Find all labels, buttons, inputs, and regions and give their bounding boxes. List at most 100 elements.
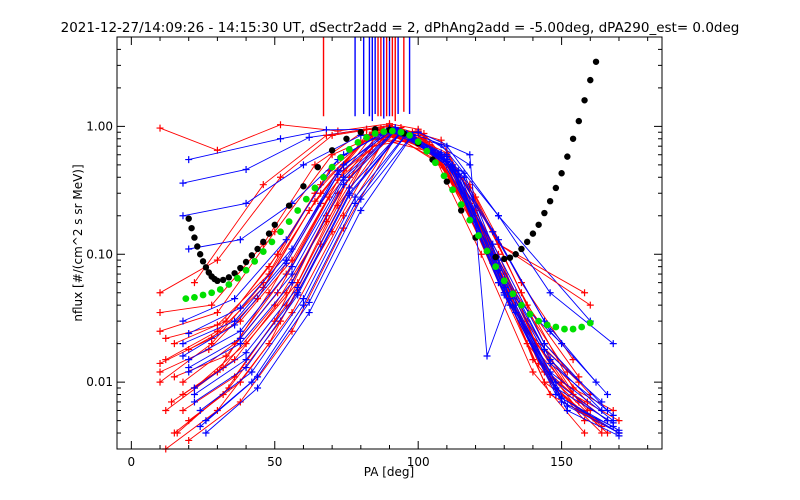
data-point: [222, 352, 230, 360]
series-13: [170, 124, 591, 415]
green-fit-point: [414, 138, 422, 146]
black-fit-point: [552, 184, 560, 192]
black-fit-point: [265, 230, 273, 237]
black-fit-point: [443, 178, 451, 185]
data-point: [277, 121, 284, 129]
data-point: [466, 151, 474, 159]
black-fit-point: [518, 245, 525, 253]
green-fit-point: [561, 325, 568, 333]
green-fit-point: [509, 290, 517, 298]
data-point: [277, 173, 284, 181]
data-point: [185, 330, 193, 338]
data-point: [254, 384, 262, 392]
black-fit-point: [231, 270, 238, 277]
data-point: [236, 334, 244, 342]
black-fit-point: [191, 234, 198, 241]
green-fit-point: [199, 291, 207, 299]
data-point: [583, 398, 591, 406]
series-line: [188, 128, 597, 421]
data-point: [179, 378, 187, 386]
green-fit-point: [277, 228, 284, 236]
data-point: [274, 289, 282, 297]
data-point: [179, 317, 187, 325]
data-point: [265, 263, 273, 271]
data-point: [242, 199, 250, 207]
data-point: [242, 356, 250, 364]
green-fit-point: [225, 281, 233, 288]
y-axis-label: nflux [#/(cm^2 s sr MeV)]: [71, 164, 85, 321]
green-fit-point: [475, 232, 482, 239]
data-point: [328, 131, 336, 139]
green-fit-point: [397, 128, 405, 136]
green-fit-point: [440, 172, 448, 180]
data-point: [586, 301, 594, 309]
black-fit-point: [506, 254, 514, 261]
data-point: [517, 289, 525, 297]
y-tick-label: 0.01: [86, 375, 113, 389]
data-point: [236, 327, 244, 335]
x-tick-label: 0: [128, 455, 136, 469]
data-point: [179, 340, 187, 348]
black-fit-point: [501, 255, 508, 263]
black-fit-point: [199, 258, 207, 265]
data-point: [208, 301, 216, 309]
data-point: [563, 402, 571, 410]
series-line: [174, 129, 588, 403]
data-point: [259, 181, 267, 189]
green-fit-point: [466, 216, 474, 224]
black-fit-point: [260, 238, 267, 246]
black-fit-point: [523, 238, 531, 246]
data-layer: [156, 37, 623, 453]
data-point: [222, 317, 230, 325]
data-point: [575, 373, 583, 381]
x-tick-label: 100: [407, 455, 430, 469]
green-fit-point: [483, 247, 491, 255]
x-axis-label: PA [deg]: [364, 465, 414, 479]
green-fit-point: [311, 184, 319, 192]
data-point: [185, 364, 193, 372]
data-point: [168, 398, 175, 406]
green-fit-point: [569, 325, 577, 333]
data-point: [190, 391, 198, 399]
series-line: [176, 139, 591, 434]
black-fit-point: [328, 147, 336, 154]
data-point: [156, 289, 164, 297]
data-point: [162, 334, 170, 342]
data-point: [443, 158, 451, 166]
data-point: [609, 340, 617, 348]
black-fit-point: [185, 215, 192, 222]
green-fit-point: [431, 159, 439, 167]
data-point: [546, 289, 554, 297]
green-fit-point: [457, 201, 465, 208]
data-point: [170, 373, 178, 381]
green-fit-point: [251, 257, 259, 265]
x-tick-label: 150: [550, 455, 573, 469]
green-fit-curve: [182, 127, 594, 333]
data-point: [190, 398, 198, 406]
data-point: [529, 356, 537, 364]
data-point: [248, 368, 256, 376]
data-point: [305, 309, 313, 317]
data-point: [460, 169, 468, 177]
data-point: [325, 193, 333, 201]
data-point: [213, 309, 221, 317]
black-fit-point: [558, 170, 565, 177]
data-point: [271, 228, 279, 236]
black-fit-point: [587, 76, 594, 84]
black-fit-point: [535, 221, 542, 228]
green-fit-point: [500, 277, 508, 285]
series-line: [165, 134, 620, 434]
series-22: [185, 133, 606, 444]
data-point: [500, 291, 508, 299]
green-fit-point: [535, 317, 543, 325]
green-fit-point: [449, 186, 457, 194]
data-point: [179, 352, 187, 360]
series-23: [156, 127, 577, 392]
green-fit-point: [182, 295, 190, 303]
data-point: [495, 236, 502, 244]
series-12: [156, 128, 571, 376]
data-point: [254, 295, 262, 303]
green-fit-point: [216, 286, 224, 293]
green-fit-point: [259, 248, 267, 255]
data-point: [196, 407, 204, 415]
